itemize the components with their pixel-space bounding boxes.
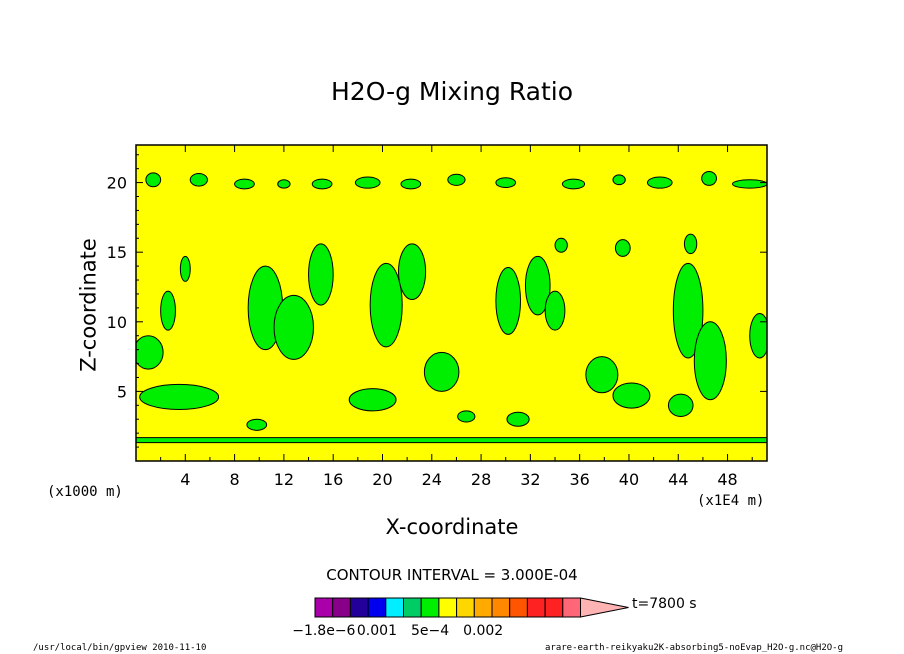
contour-region [646,176,673,189]
contour-region [667,393,694,417]
colorbar-arrow [580,597,629,618]
contour-region [277,179,291,189]
background-level [136,145,767,461]
y-tick-label: 15 [107,243,127,262]
colorbar-swatch [314,597,334,618]
contour-region [457,410,476,423]
colorbar-swatch [456,597,475,618]
contour-region [585,356,619,394]
footer-program-path: /usr/local/bin/gpview 2010-11-10 [33,643,207,653]
contour-region [693,321,727,401]
x-scale-label: (x1E4 m) [697,493,765,509]
contour-region [145,172,162,188]
contour-region [544,290,566,331]
contour-region [612,382,651,409]
footer-file-name: arare-earth-reikyaku2K-absorbing5-noEvap… [545,643,844,653]
contour-region [234,178,255,190]
contour-region [308,243,334,306]
y-tick-label: 20 [107,174,127,193]
colorbar-swatch [403,597,422,618]
x-tick-label: 28 [471,470,491,489]
contour-region [524,255,551,316]
contour-region [506,411,530,427]
colorbar-swatch [544,597,564,618]
contour-region [447,173,466,186]
colorbar-swatch [438,597,458,618]
colorbar-tick-label: 5e−4 [410,623,450,639]
plot-frame [135,144,768,462]
contour-region [612,174,626,186]
contour-region [495,177,517,188]
colorbar-swatch [491,597,511,618]
contour-band [136,437,767,444]
contour-region [749,312,767,359]
contour-region [348,388,397,412]
contour-region [672,262,704,359]
contour-region [139,383,220,410]
contour-region [179,255,191,282]
x-tick-label: 16 [323,470,343,489]
contour-interval-label: CONTOUR INTERVAL = 3.000E-04 [326,566,578,584]
contour-region [554,237,568,253]
contour-region [160,290,176,331]
x-unit-label: (x1000 m) [47,484,123,500]
contour-region [423,351,460,392]
contour-region [273,294,314,360]
x-axis-label: X-coordinate [385,515,519,539]
colorbar-tick-label: 0.001 [356,623,397,639]
contour-region [400,178,422,190]
x-tick-label: 44 [668,470,688,489]
x-tick-label: 20 [372,470,392,489]
colorbar-swatch [420,597,440,618]
y-tick-label: 10 [107,313,127,332]
time-label: t=7800 s [632,596,697,612]
y-axis-label: Z-coordinate [76,238,101,372]
contour-region [136,335,164,370]
x-tick-label: 8 [230,470,240,489]
colorbar-swatch [562,597,581,618]
contour-region [246,418,268,431]
colorbar-swatch [385,597,404,618]
x-tick-label: 4 [180,470,190,489]
contour-region [495,267,522,335]
contour-region [614,239,631,257]
contour-region [354,176,381,189]
colorbar-swatch [349,597,369,618]
contour-region [731,179,767,189]
plot-area [136,145,767,461]
contour-region [311,178,333,190]
contour-region [683,233,698,255]
colorbar-tick-label: −1.8e−6 [292,623,356,639]
colorbar-swatch [367,597,387,618]
colorbar [314,597,629,618]
colorbar-swatch [473,597,493,618]
x-tick-label: 36 [569,470,589,489]
contour-region [398,243,427,301]
colorbar-swatch [332,597,351,618]
contour-region [701,170,717,186]
colorbar-swatch [526,597,546,618]
x-tick-label: 48 [717,470,737,489]
chart-title: H2O-g Mixing Ratio [330,77,574,106]
x-tick-label: 12 [274,470,294,489]
contour-region [561,178,586,190]
colorbar-swatch [509,597,528,618]
colorbar-tick-label: 0.002 [463,623,504,639]
contour-region [189,173,208,187]
y-tick-label: 5 [117,382,127,401]
x-tick-label: 24 [422,470,442,489]
x-tick-label: 40 [619,470,639,489]
x-tick-label: 32 [520,470,540,489]
contour-region [369,262,403,348]
